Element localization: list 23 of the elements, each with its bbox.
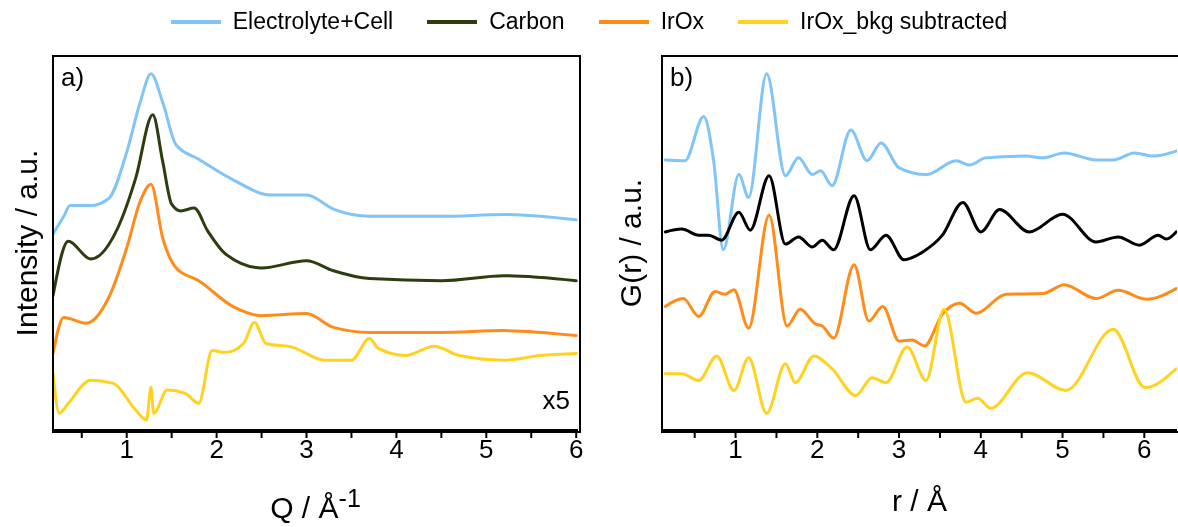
x-tick-label: 5 bbox=[1055, 434, 1070, 465]
x-tick-label: 4 bbox=[389, 434, 404, 465]
x-tick-label: 4 bbox=[973, 434, 989, 465]
y-axis-title: Intensity / a.u. bbox=[8, 148, 44, 339]
y-axis-title: G(r) / a.u. bbox=[613, 177, 648, 310]
annotation: x5 bbox=[542, 385, 570, 416]
legend-label: IrOx_bkg subtracted bbox=[800, 8, 1008, 35]
x-tick-label: 1 bbox=[728, 434, 743, 465]
x-tick-label: 5 bbox=[479, 434, 494, 465]
x-tick-label: 6 bbox=[1137, 434, 1152, 465]
legend-label: Carbon bbox=[489, 8, 565, 35]
x-tick-label: 1 bbox=[119, 434, 134, 465]
x-tick-label: 2 bbox=[810, 434, 825, 465]
x-tick-label: 6 bbox=[568, 434, 584, 465]
x-tick-label: 2 bbox=[209, 434, 224, 465]
annotation: a) bbox=[61, 62, 85, 93]
annotation: b) bbox=[670, 62, 694, 93]
legend-label: Electrolyte+Cell bbox=[232, 8, 394, 35]
x-axis-title: Q / Å$^{-1}$ bbox=[269, 484, 362, 525]
x-tick-label: 3 bbox=[299, 434, 314, 465]
x-axis-title: r / Å bbox=[891, 484, 948, 518]
legend-label: IrOx bbox=[660, 8, 705, 35]
x-tick-label: 3 bbox=[891, 434, 907, 465]
